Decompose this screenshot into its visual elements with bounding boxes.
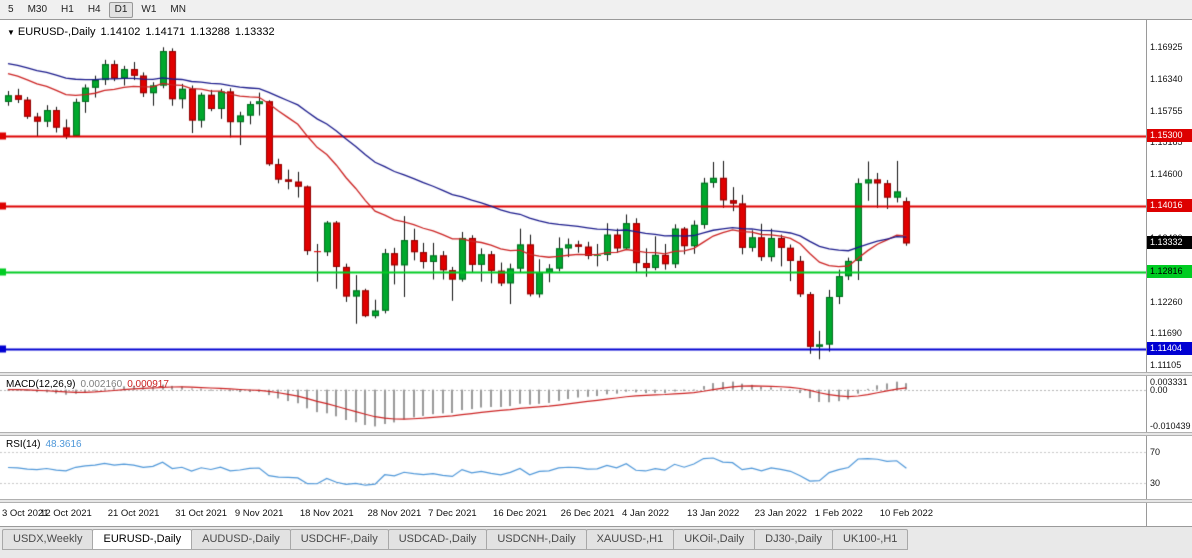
chart-tab-audusd-daily[interactable]: AUDUSD-,Daily	[191, 529, 291, 550]
macd-panel[interactable]: MACD(12,26,9) 0.002160 0.000917 0.003331 0.…	[0, 376, 1192, 432]
chart-tab-dj30-daily[interactable]: DJ30-,Daily	[754, 529, 833, 550]
rsi-panel[interactable]: RSI(14) 48.3616 70 30	[0, 436, 1192, 499]
macd-axis-max: 0.003331	[1150, 377, 1188, 387]
panel-splitter[interactable]	[0, 499, 1192, 503]
price-chart-canvas[interactable]	[0, 20, 1147, 372]
macd-main-value: 0.002160	[80, 379, 123, 390]
time-axis-label: 16 Dec 2021	[493, 508, 547, 519]
period-button-M30[interactable]: M30	[22, 2, 53, 18]
chart-dropdown-icon[interactable]: ▼	[7, 28, 15, 37]
rsi-value: 48.3616	[45, 439, 82, 450]
rsi-name: RSI(14)	[6, 439, 41, 450]
price-line-badge: 1.12816	[1147, 264, 1192, 278]
chart-tab-usdx-weekly[interactable]: USDX,Weekly	[2, 529, 94, 550]
time-axis-label: 31 Oct 2021	[175, 508, 228, 519]
price-line-badge: 1.14016	[1147, 198, 1192, 212]
chart-stack: ▼ EURUSD-,Daily 1.14102 1.14171 1.13288 1.133…	[0, 20, 1192, 526]
time-axis-label: 1 Feb 2022	[814, 508, 863, 519]
macd-axis-min: -0.010439	[1150, 421, 1191, 431]
price-line-badge: 1.13332	[1147, 236, 1192, 250]
price-line-badge: 1.15300	[1147, 128, 1192, 142]
macd-axis[interactable]: 0.003331 0.00 -0.010439	[1146, 376, 1192, 432]
ohlc-high: 1.14171	[145, 26, 186, 38]
axis-corner	[1146, 503, 1192, 526]
time-axis-label: 21 Oct 2021	[107, 508, 160, 519]
time-axis-label: 13 Jan 2022	[687, 508, 740, 519]
macd-label: MACD(12,26,9) 0.002160 0.000917	[6, 379, 174, 390]
chart-tab-usdcad-daily[interactable]: USDCAD-,Daily	[387, 529, 488, 550]
period-button-5[interactable]: 5	[2, 2, 20, 18]
chart-tab-usdchf-daily[interactable]: USDCHF-,Daily	[289, 529, 389, 550]
rsi-canvas[interactable]	[0, 436, 1147, 499]
ohlc-low: 1.13288	[190, 26, 230, 38]
period-button-W1[interactable]: W1	[135, 2, 162, 18]
time-axis-label: 10 Feb 2022	[879, 508, 934, 519]
rsi-axis-label: 30	[1150, 478, 1161, 489]
time-axis-label: 3 Oct 2021	[2, 508, 49, 519]
price-axis-label: 1.11105	[1150, 360, 1182, 370]
price-axis-label: 1.14600	[1150, 169, 1183, 180]
chart-tab-eurusd-daily[interactable]: EURUSD-,Daily	[92, 529, 193, 550]
price-axis-label: 1.12260	[1150, 296, 1183, 307]
rsi-axis[interactable]: 70 30	[1146, 436, 1192, 499]
price-axis[interactable]: 1.16925 1.16340 1.15755 1.15185 1.14600 1.140…	[1146, 20, 1192, 372]
chart-title: ▼ EURUSD-,Daily 1.14102 1.14171 1.13288 1.133…	[7, 26, 275, 38]
time-axis-label: 18 Nov 2021	[299, 508, 354, 519]
time-axis-label: 23 Jan 2022	[754, 508, 807, 519]
time-axis-label: 4 Jan 2022	[622, 508, 670, 519]
period-button-H1[interactable]: H1	[55, 2, 80, 18]
panel-splitter[interactable]	[0, 372, 1192, 376]
price-axis-label: 1.15185	[1150, 137, 1183, 148]
macd-canvas[interactable]	[0, 376, 1147, 432]
time-axis-label: 28 Nov 2021	[367, 508, 422, 519]
chart-tab-ukoil-daily[interactable]: UKOil-,Daily	[673, 529, 756, 550]
chart-tab-usdcnh-daily[interactable]: USDCNH-,Daily	[486, 529, 587, 550]
rsi-axis-label: 70	[1150, 446, 1161, 457]
time-axis-label: 26 Dec 2021	[560, 508, 615, 519]
time-axis[interactable]: 3 Oct 2021 12 Oct 2021 21 Oct 2021 31 Oct 2…	[0, 503, 1192, 526]
timeframe-toolbar: 5 M30 H1 H4 D1 W1 MN	[0, 0, 1192, 20]
price-axis-label: 1.15755	[1150, 105, 1183, 116]
macd-axis-zero: 0.00	[1150, 384, 1168, 395]
period-button-MN[interactable]: MN	[164, 2, 192, 18]
time-axis-label: 7 Dec 2021	[428, 508, 477, 519]
time-axis-label: 9 Nov 2021	[234, 508, 284, 519]
time-axis-label: 12 Oct 2021	[40, 508, 92, 519]
macd-signal-value: 0.000917	[127, 379, 169, 390]
price-axis-label: 1.16925	[1150, 42, 1183, 52]
chart-symbol-label: EURUSD-,Daily	[17, 26, 96, 38]
chart-tab-xauusd-h1[interactable]: XAUUSD-,H1	[585, 529, 675, 550]
macd-name: MACD(12,26,9)	[6, 379, 76, 390]
ohlc-close: 1.13332	[234, 26, 275, 38]
panel-splitter[interactable]	[0, 432, 1192, 436]
rsi-label: RSI(14) 48.3616	[6, 439, 87, 450]
chart-tab-bar: USDX,Weekly EURUSD-,Daily AUDUSD-,Daily USD…	[0, 526, 1192, 558]
price-axis-label: 1.16340	[1150, 73, 1183, 84]
period-button-D1[interactable]: D1	[108, 1, 134, 18]
price-line-badge: 1.11404	[1147, 341, 1192, 355]
ohlc-open: 1.14102	[100, 26, 141, 38]
price-axis-label: 1.11690	[1150, 328, 1182, 339]
period-button-H4[interactable]: H4	[82, 2, 107, 18]
chart-tab-uk100-h1[interactable]: UK100-,H1	[831, 529, 909, 550]
price-chart-panel[interactable]: ▼ EURUSD-,Daily 1.14102 1.14171 1.13288 1.133…	[0, 20, 1192, 372]
